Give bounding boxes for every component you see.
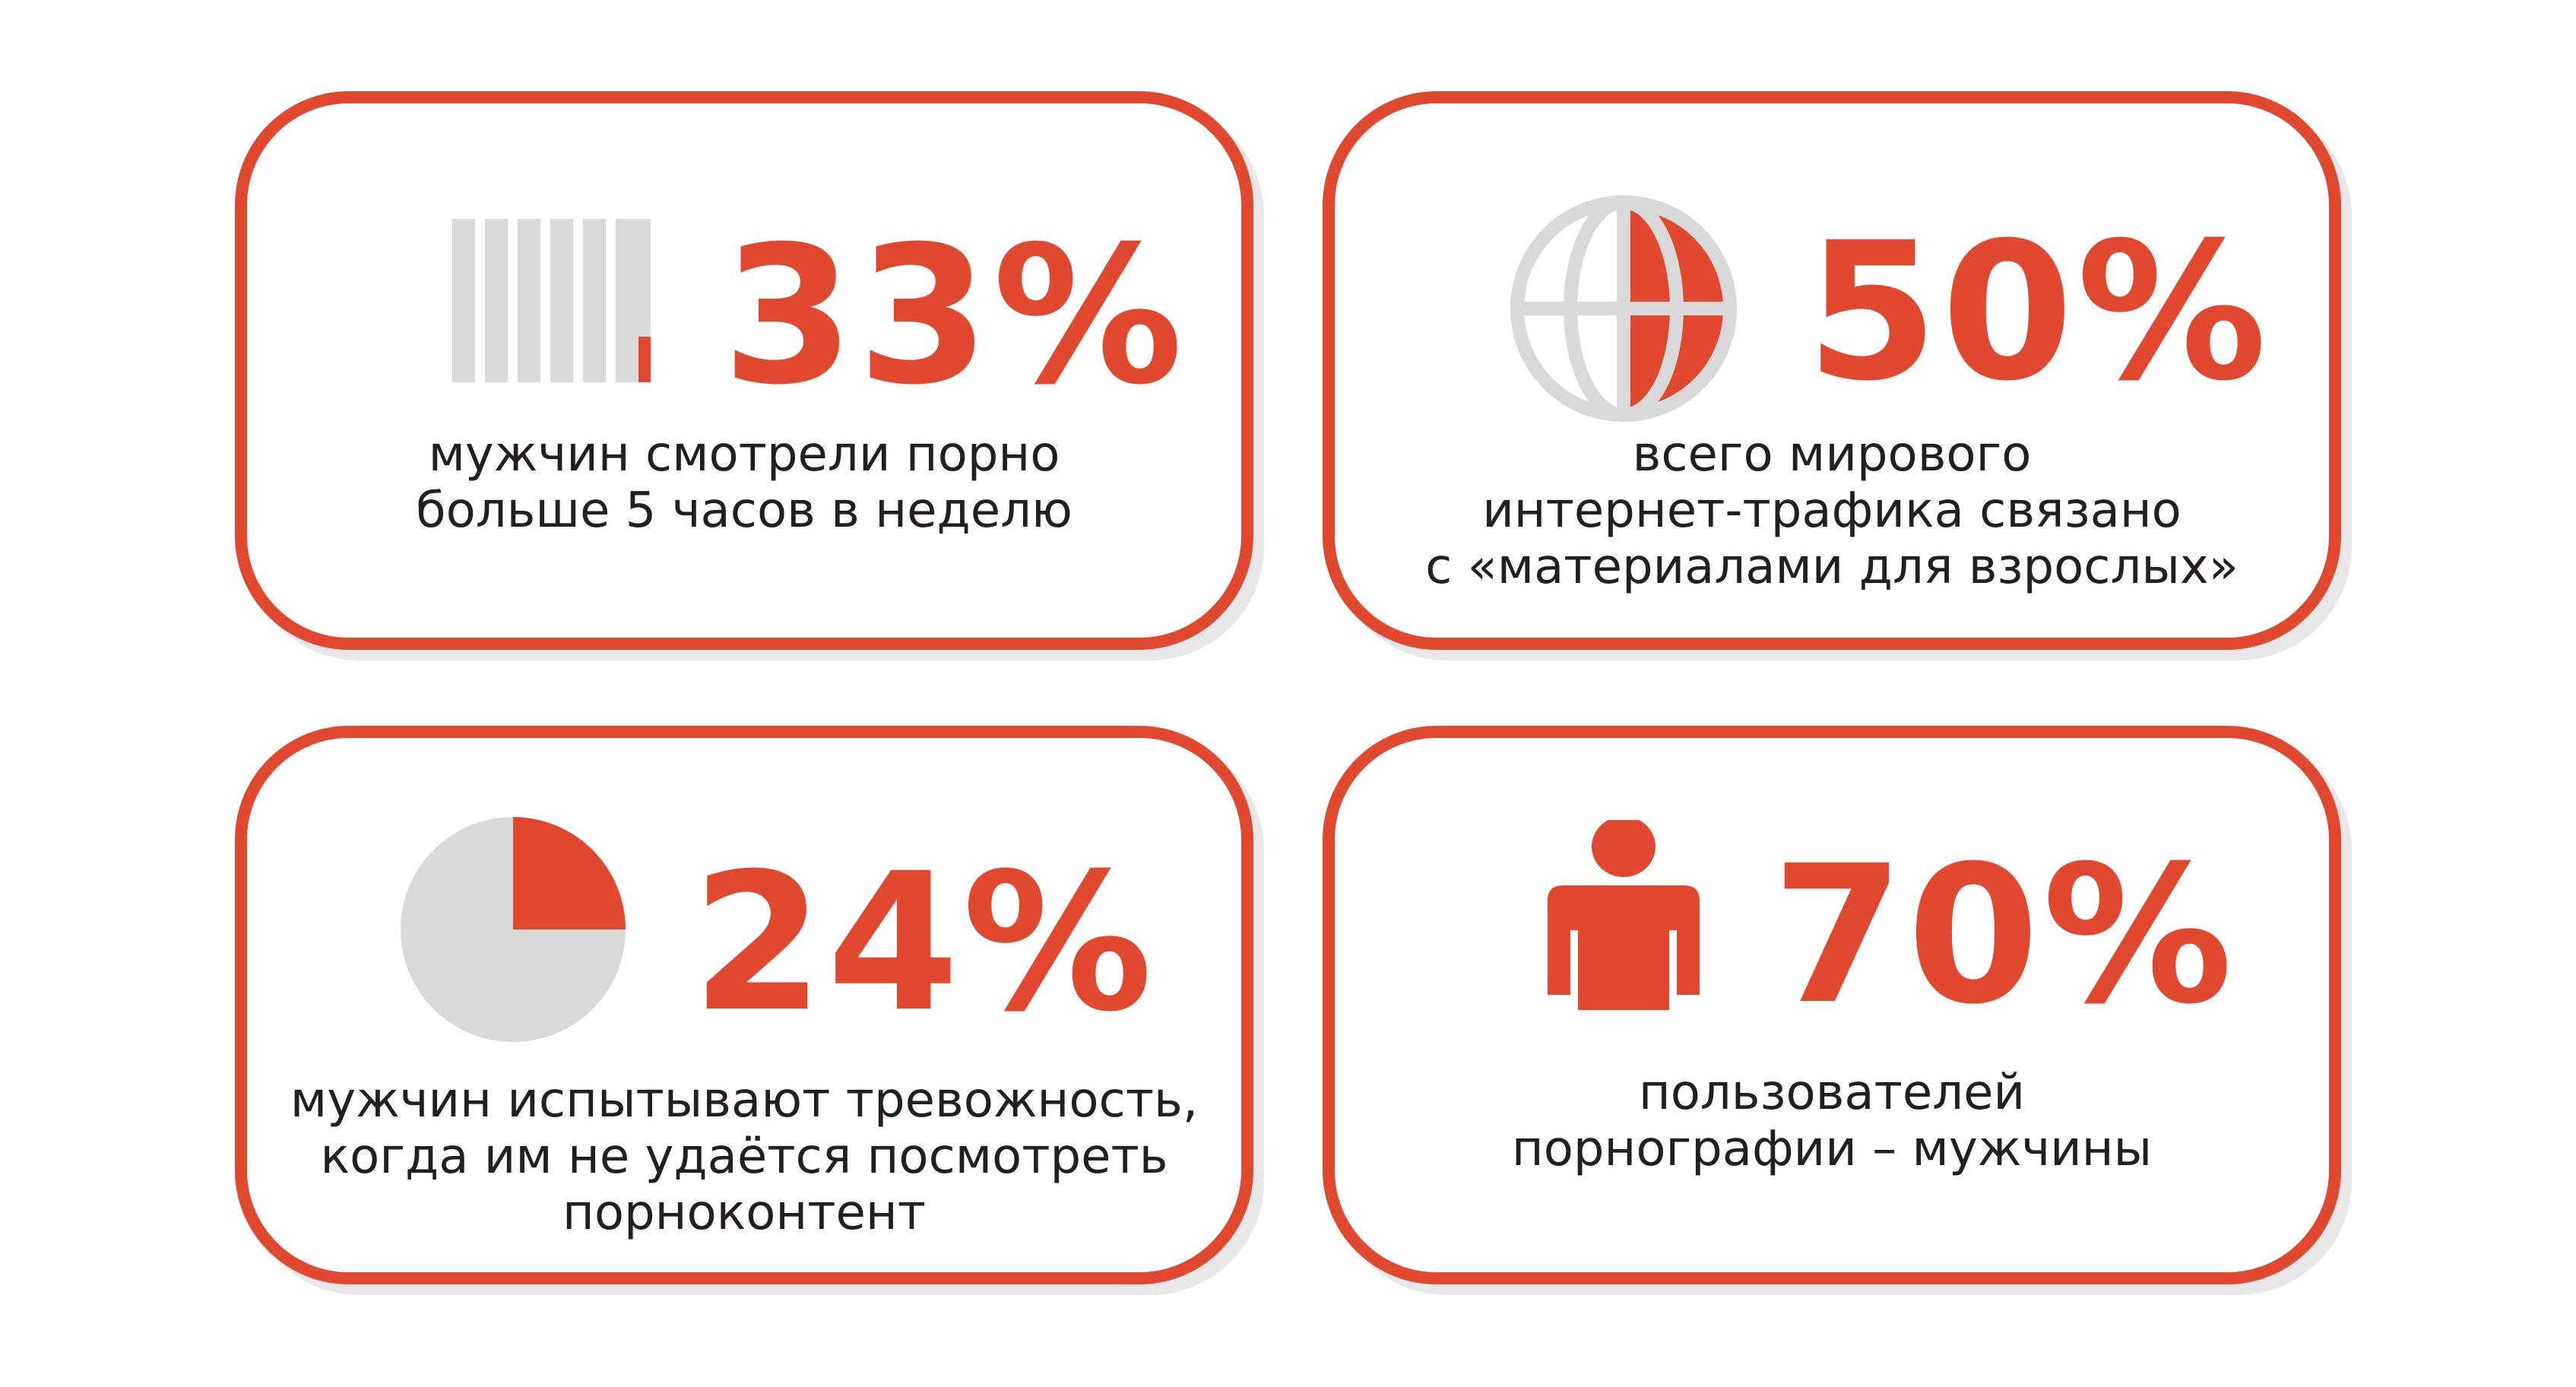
stat-value: 70% [1772, 825, 2236, 1046]
bars-icon [452, 219, 651, 382]
stat-description-line: всего мирового [1632, 426, 2032, 483]
stat-description-line: интернет-трафика связано [1482, 483, 2182, 539]
stat-description-line: с «материалами для взрослых» [1425, 539, 2239, 595]
stat-value: 24% [692, 832, 1156, 1053]
stat-description-line: мужчин смотрели порно [428, 426, 1060, 483]
stat-card-anxiety: 24% мужчин испытывают тревожность, когда… [235, 726, 1253, 1284]
stat-description: всего мирового интернет-трафика связано … [1335, 426, 2329, 595]
stat-description-line: пользователей [1638, 1065, 2026, 1121]
stat-description-line: порнографии – мужчины [1511, 1121, 2153, 1177]
stat-description-line: порноконтент [562, 1185, 927, 1241]
stat-description-line: когда им не удаётся посмотреть [320, 1129, 1168, 1185]
person-icon [1548, 820, 1700, 1010]
stat-description: пользователей порнографии – мужчины [1335, 1065, 2329, 1177]
stat-description: мужчин смотрели порно больше 5 часов в н… [247, 426, 1241, 539]
stat-description: мужчин испытывают тревожность, когда им … [247, 1072, 1241, 1241]
stat-value: 50% [1806, 201, 2270, 423]
stat-card-internet-traffic: 50% всего мирового интернет-трафика связ… [1323, 91, 2341, 650]
stat-value: 33% [722, 205, 1187, 426]
stat-card-male-users: 70% пользователей порнографии – мужчины [1323, 726, 2341, 1284]
stat-card-men-weekly-viewing: 33% мужчин смотрели порно больше 5 часов… [235, 91, 1253, 650]
stat-description-line: мужчин испытывают тревожность, [290, 1072, 1199, 1129]
globe-icon [1510, 195, 1737, 422]
pie-icon [401, 817, 626, 1042]
stat-description-line: больше 5 часов в неделю [416, 483, 1073, 539]
